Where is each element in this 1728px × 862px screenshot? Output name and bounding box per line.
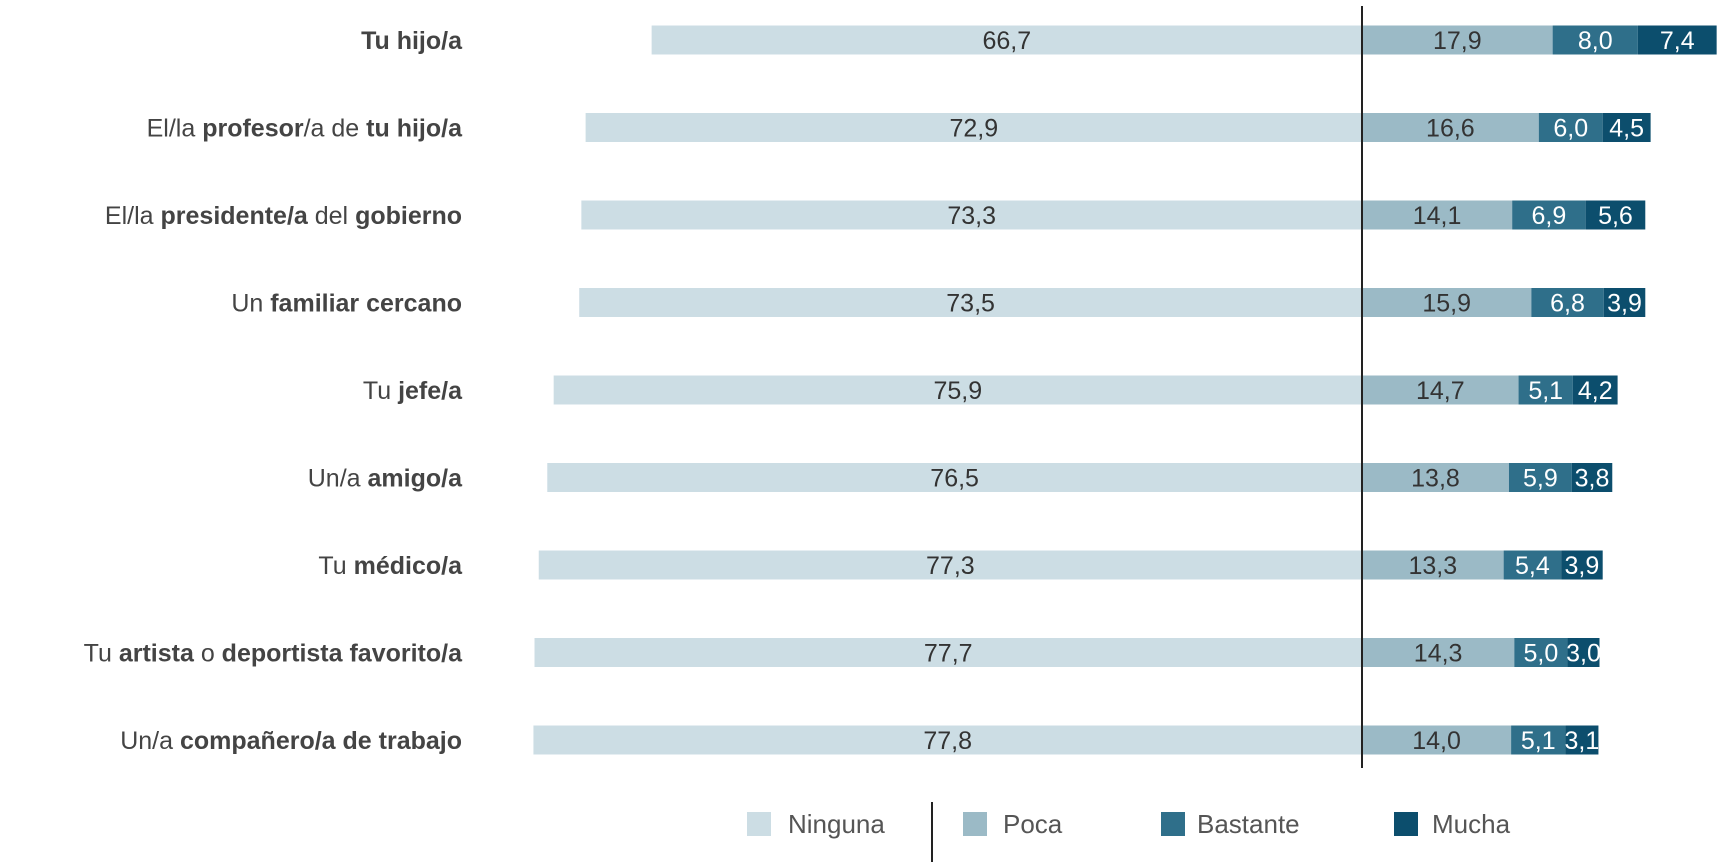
value-label-ninguna-un-a-amigo-a: 76,5 bbox=[930, 465, 979, 493]
value-label-mucha-tu-artista-o-deportista-favorito-a: 3,0 bbox=[1566, 640, 1601, 668]
bar-ninguna-un-a-amigo-a bbox=[547, 463, 1362, 492]
bar-ninguna-el-la-profesor-a-de-tu-hijo-a bbox=[585, 113, 1362, 142]
value-label-bastante-un-familiar-cercano: 6,8 bbox=[1550, 290, 1585, 318]
value-label-poca-un-a-amigo-a: 13,8 bbox=[1411, 465, 1460, 493]
legend-label-mucha: Mucha bbox=[1432, 809, 1511, 839]
bar-ninguna-tu-medico-a bbox=[538, 550, 1362, 580]
bar-mucha-tu-medico-a bbox=[1561, 550, 1603, 580]
bar-mucha-tu-jefe-a bbox=[1572, 375, 1618, 405]
bar-bastante-un-a-companero-a-de-trabajo bbox=[1511, 725, 1566, 755]
bar-mucha-el-la-presidente-a-del-gobierno bbox=[1585, 200, 1646, 230]
bar-ninguna-tu-artista-o-deportista-favorito-a bbox=[534, 638, 1362, 667]
value-label-bastante-un-a-companero-a-de-trabajo: 5,1 bbox=[1521, 727, 1556, 755]
bar-bastante-tu-medico-a bbox=[1503, 550, 1562, 580]
bar-poca-tu-artista-o-deportista-favorito-a bbox=[1362, 638, 1515, 667]
bar-mucha-un-a-companero-a-de-trabajo bbox=[1565, 725, 1599, 755]
legend-swatch-bastante bbox=[1161, 812, 1185, 836]
category-label-tu-medico-a: Tu médico/a bbox=[318, 552, 463, 580]
value-label-mucha-tu-hijo-a: 7,4 bbox=[1660, 27, 1695, 55]
category-label-tu-artista-o-deportista-favorito-a: Tu artista o deportista favorito/a bbox=[84, 640, 463, 668]
category-label-tu-jefe-a: Tu jefe/a bbox=[363, 377, 463, 405]
bar-mucha-un-a-amigo-a bbox=[1571, 463, 1613, 492]
bar-ninguna-un-a-companero-a-de-trabajo bbox=[533, 725, 1362, 755]
bar-bastante-un-familiar-cercano bbox=[1531, 288, 1604, 317]
value-label-ninguna-un-familiar-cercano: 73,5 bbox=[946, 290, 995, 318]
value-label-poca-el-la-presidente-a-del-gobierno: 14,1 bbox=[1413, 202, 1462, 230]
category-label-un-a-companero-a-de-trabajo: Un/a compañero/a de trabajo bbox=[120, 727, 462, 755]
bar-poca-tu-jefe-a bbox=[1362, 375, 1519, 405]
bar-poca-el-la-presidente-a-del-gobierno bbox=[1362, 200, 1513, 230]
legend-label-bastante: Bastante bbox=[1197, 809, 1300, 839]
legend: Ninguna Poca Bastante Mucha bbox=[747, 802, 1511, 862]
value-label-ninguna-tu-artista-o-deportista-favorito-a: 77,7 bbox=[924, 640, 973, 668]
value-label-poca-el-la-profesor-a-de-tu-hijo-a: 16,6 bbox=[1426, 115, 1475, 143]
bar-poca-un-a-amigo-a bbox=[1362, 463, 1509, 492]
value-label-bastante-tu-medico-a: 5,4 bbox=[1515, 552, 1550, 580]
value-label-poca-un-a-companero-a-de-trabajo: 14,0 bbox=[1412, 727, 1461, 755]
value-label-bastante-tu-hijo-a: 8,0 bbox=[1578, 27, 1613, 55]
legend-swatch-ninguna bbox=[747, 812, 771, 836]
bar-poca-tu-hijo-a bbox=[1362, 25, 1553, 55]
category-label-tu-hijo-a: Tu hijo/a bbox=[361, 27, 463, 55]
legend-swatch-poca bbox=[963, 812, 987, 836]
category-label-un-a-amigo-a: Un/a amigo/a bbox=[308, 465, 463, 493]
legend-label-ninguna: Ninguna bbox=[788, 809, 885, 839]
bar-poca-un-a-companero-a-de-trabajo bbox=[1362, 725, 1512, 755]
value-label-mucha-un-a-amigo-a: 3,8 bbox=[1575, 465, 1610, 493]
bar-ninguna-el-la-presidente-a-del-gobierno bbox=[581, 200, 1362, 230]
bar-bastante-un-a-amigo-a bbox=[1508, 463, 1572, 492]
bar-bastante-tu-artista-o-deportista-favorito-a bbox=[1514, 638, 1568, 667]
category-label-el-la-profesor-a-de-tu-hijo-a: El/la profesor/a de tu hijo/a bbox=[147, 115, 463, 143]
bar-ninguna-un-familiar-cercano bbox=[579, 288, 1362, 317]
bars-group: 66,7 17,9 8,0 7,4 72,9 16,6 6,0 4,5 73,3 14,1 6,9 5… bbox=[533, 25, 1717, 755]
value-label-mucha-el-la-profesor-a-de-tu-hijo-a: 4,5 bbox=[1609, 115, 1644, 143]
bar-bastante-tu-jefe-a bbox=[1518, 375, 1573, 405]
bar-bastante-tu-hijo-a bbox=[1552, 25, 1638, 55]
value-label-ninguna-tu-hijo-a: 66,7 bbox=[982, 27, 1031, 55]
bar-mucha-el-la-profesor-a-de-tu-hijo-a bbox=[1602, 113, 1651, 142]
value-label-poca-tu-hijo-a: 17,9 bbox=[1433, 27, 1482, 55]
value-label-mucha-tu-medico-a: 3,9 bbox=[1565, 552, 1600, 580]
category-labels-group: Tu hijo/a El/la profesor/a de tu hijo/a El… bbox=[84, 27, 463, 755]
value-label-bastante-un-a-amigo-a: 5,9 bbox=[1523, 465, 1558, 493]
bar-mucha-tu-hijo-a bbox=[1637, 25, 1717, 55]
bar-ninguna-tu-hijo-a bbox=[651, 25, 1362, 55]
category-label-el-la-presidente-a-del-gobierno: El/la presidente/a del gobierno bbox=[105, 202, 462, 230]
value-label-ninguna-un-a-companero-a-de-trabajo: 77,8 bbox=[923, 727, 972, 755]
value-label-mucha-el-la-presidente-a-del-gobierno: 5,6 bbox=[1598, 202, 1633, 230]
value-label-bastante-el-la-presidente-a-del-gobierno: 6,9 bbox=[1532, 202, 1567, 230]
bar-bastante-el-la-profesor-a-de-tu-hijo-a bbox=[1538, 113, 1603, 142]
value-label-poca-tu-medico-a: 13,3 bbox=[1408, 552, 1457, 580]
value-label-bastante-el-la-profesor-a-de-tu-hijo-a: 6,0 bbox=[1553, 115, 1588, 143]
bar-mucha-un-familiar-cercano bbox=[1603, 288, 1646, 317]
value-label-ninguna-tu-jefe-a: 75,9 bbox=[933, 377, 982, 405]
category-label-un-familiar-cercano: Un familiar cercano bbox=[231, 290, 462, 318]
bar-poca-el-la-profesor-a-de-tu-hijo-a bbox=[1362, 113, 1539, 142]
bar-mucha-tu-artista-o-deportista-favorito-a bbox=[1567, 638, 1600, 667]
legend-label-poca: Poca bbox=[1003, 809, 1063, 839]
value-label-bastante-tu-artista-o-deportista-favorito-a: 5,0 bbox=[1524, 640, 1559, 668]
value-label-mucha-un-a-companero-a-de-trabajo: 3,1 bbox=[1565, 727, 1600, 755]
bar-ninguna-tu-jefe-a bbox=[553, 375, 1362, 405]
bar-bastante-el-la-presidente-a-del-gobierno bbox=[1512, 200, 1586, 230]
value-label-poca-tu-jefe-a: 14,7 bbox=[1416, 377, 1465, 405]
value-label-mucha-un-familiar-cercano: 3,9 bbox=[1607, 290, 1642, 318]
value-label-poca-tu-artista-o-deportista-favorito-a: 14,3 bbox=[1414, 640, 1463, 668]
value-label-poca-un-familiar-cercano: 15,9 bbox=[1422, 290, 1471, 318]
value-label-ninguna-el-la-profesor-a-de-tu-hijo-a: 72,9 bbox=[949, 115, 998, 143]
value-label-mucha-tu-jefe-a: 4,2 bbox=[1578, 377, 1613, 405]
legend-swatch-mucha bbox=[1394, 812, 1418, 836]
bar-poca-tu-medico-a bbox=[1362, 550, 1504, 580]
value-label-ninguna-el-la-presidente-a-del-gobierno: 73,3 bbox=[947, 202, 996, 230]
value-label-bastante-tu-jefe-a: 5,1 bbox=[1528, 377, 1563, 405]
value-label-ninguna-tu-medico-a: 77,3 bbox=[926, 552, 975, 580]
bar-poca-un-familiar-cercano bbox=[1362, 288, 1532, 317]
